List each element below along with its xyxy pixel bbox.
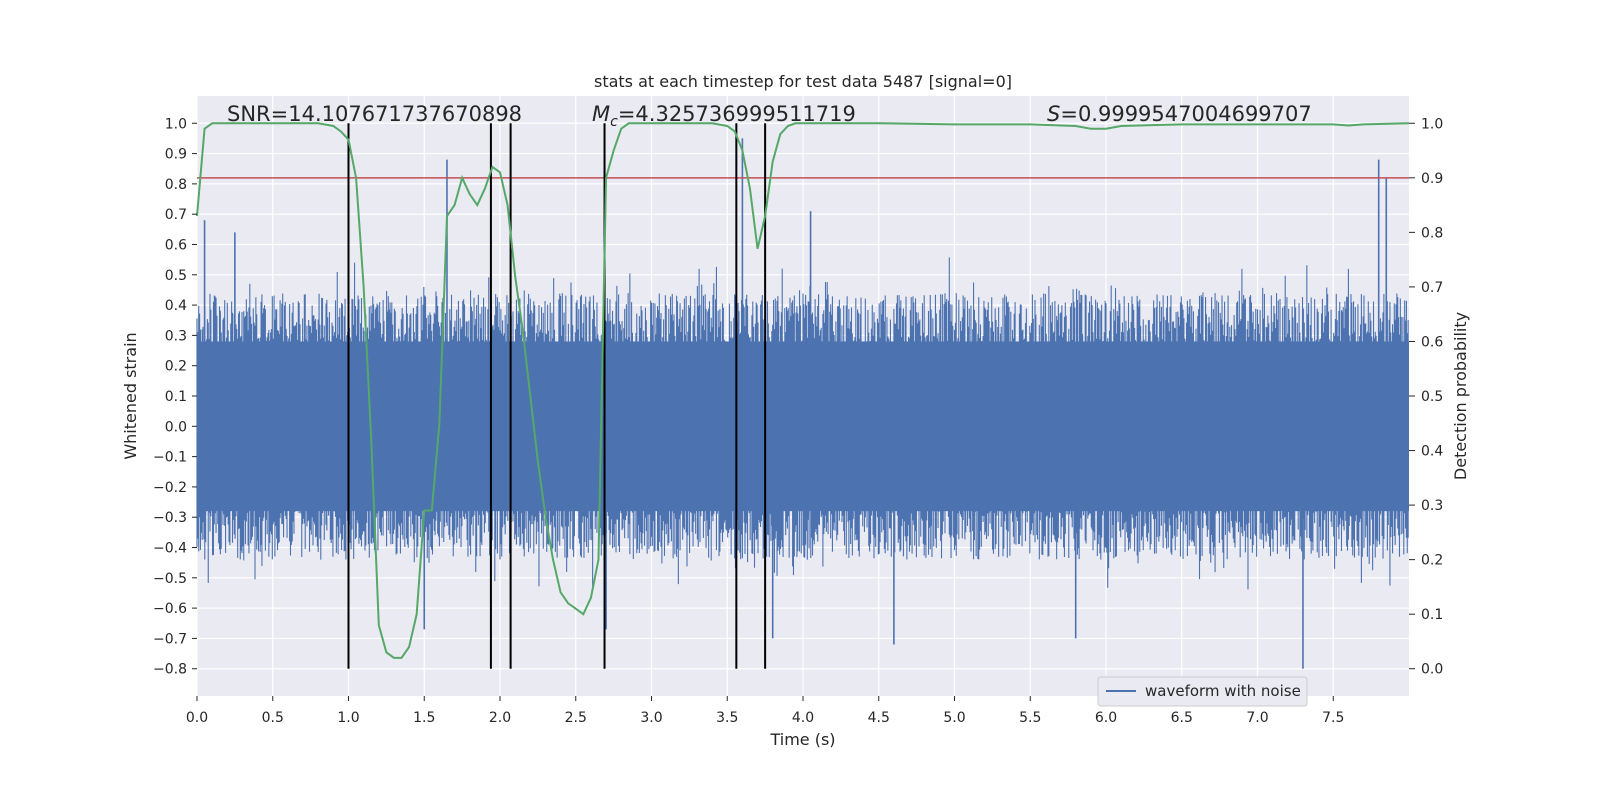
waveform-spikes [203,138,1388,669]
x-tick-label: 7.0 [1246,710,1268,726]
y-left-tick-label: −0.4 [153,541,187,557]
x-tick-label: 4.5 [868,710,890,726]
y-left-tick-label: −0.6 [153,601,187,617]
s-value: =0.9999547004699707 [1060,102,1311,126]
x-tick-label: 4.0 [792,710,814,726]
y-left-tick-label: 0.2 [165,359,187,375]
snr-annotation: SNR=14.107671737670898 [227,102,522,126]
y-right-tick-label: 0.9 [1421,171,1443,187]
chirp-mass-symbol: M [592,102,610,126]
legend-box [1097,676,1308,707]
y-left-tick-label: −0.1 [153,450,187,466]
legend: waveform with noise [1097,676,1308,707]
y-right-tick-label: 0.4 [1421,444,1443,460]
x-tick-label: 7.5 [1322,710,1344,726]
y-right-tick-label: 0.5 [1421,389,1443,405]
y-right-tick-label: 0.6 [1421,334,1443,350]
x-tick-label: 3.5 [716,710,738,726]
y-left-tick-label: 0.3 [165,328,187,344]
x-tick-label: 5.5 [1019,710,1041,726]
x-tick-label: 0.0 [186,710,208,726]
chirp-mass-value: =4.325736999511719 [618,102,856,126]
y-left-tick-label: 0.5 [165,268,187,284]
detection-probability-line [196,122,1410,659]
x-tick-label: 6.0 [1095,710,1117,726]
x-tick-label: 1.5 [413,710,435,726]
x-axis-label: Time (s) [769,730,835,749]
y-left-tick-label: 1.0 [165,116,187,132]
y-left-tick-label: 0.4 [165,298,187,314]
x-tick-label: 3.0 [640,710,662,726]
s-symbol: S [1047,102,1060,126]
y-left-tick-label: 0.9 [165,147,187,163]
x-tick-label: 5.0 [943,710,965,726]
y-left-tick-label: 0.7 [165,207,187,223]
y-left-axis-label: Whitened strain [121,332,140,459]
x-axis-ticks: 0.0 0.5 1.0 1.5 2.0 2.5 3.0 3.5 4.0 4.5 5.0 5.5 6.0 6… [186,696,1344,726]
y-right-tick-label: 0.0 [1421,662,1443,678]
x-tick-label: 1.0 [337,710,359,726]
y-left-tick-label: −0.3 [153,510,187,526]
y-right-tick-label: 0.3 [1421,498,1443,514]
y-right-tick-label: 0.7 [1421,280,1443,296]
y-left-tick-label: −0.8 [153,662,187,678]
s-annotation: S=0.9999547004699707 [1047,102,1312,126]
x-tick-label: 6.5 [1171,710,1193,726]
y-right-axis-ticks: 1.0 0.9 0.8 0.7 0.6 0.5 0.4 0.3 0.2 0.1 0.0 [1409,116,1443,678]
y-left-tick-label: 0.6 [165,237,187,253]
y-left-axis-ticks: 1.0 0.9 0.8 0.7 0.6 0.5 0.4 0.3 0.2 0.1 0.0 −0.1 −0.… [153,116,197,678]
y-left-tick-label: 0.0 [165,419,187,435]
y-left-tick-label: 0.8 [165,177,187,193]
chirp-mass-annotation: Mc=4.325736999511719 [592,102,856,130]
legend-label-waveform: waveform with noise [1145,682,1301,700]
y-right-tick-label: 1.0 [1421,116,1443,132]
y-left-tick-label: −0.7 [153,631,187,647]
x-tick-label: 2.5 [565,710,587,726]
x-tick-label: 0.5 [262,710,284,726]
y-left-tick-label: 0.1 [165,389,187,405]
chirp-mass-subscript: c [610,114,618,130]
y-right-axis-label: Detection probability [1451,312,1470,480]
x-tick-label: 2.0 [489,710,511,726]
y-right-tick-label: 0.2 [1421,553,1443,569]
y-right-tick-label: 0.8 [1421,225,1443,241]
y-left-tick-label: −0.5 [153,571,187,587]
y-left-tick-label: −0.2 [153,480,187,496]
chart-title: stats at each timestep for test data 548… [594,72,1012,91]
waveform-series [196,257,1409,590]
y-right-tick-label: 0.1 [1421,607,1443,623]
